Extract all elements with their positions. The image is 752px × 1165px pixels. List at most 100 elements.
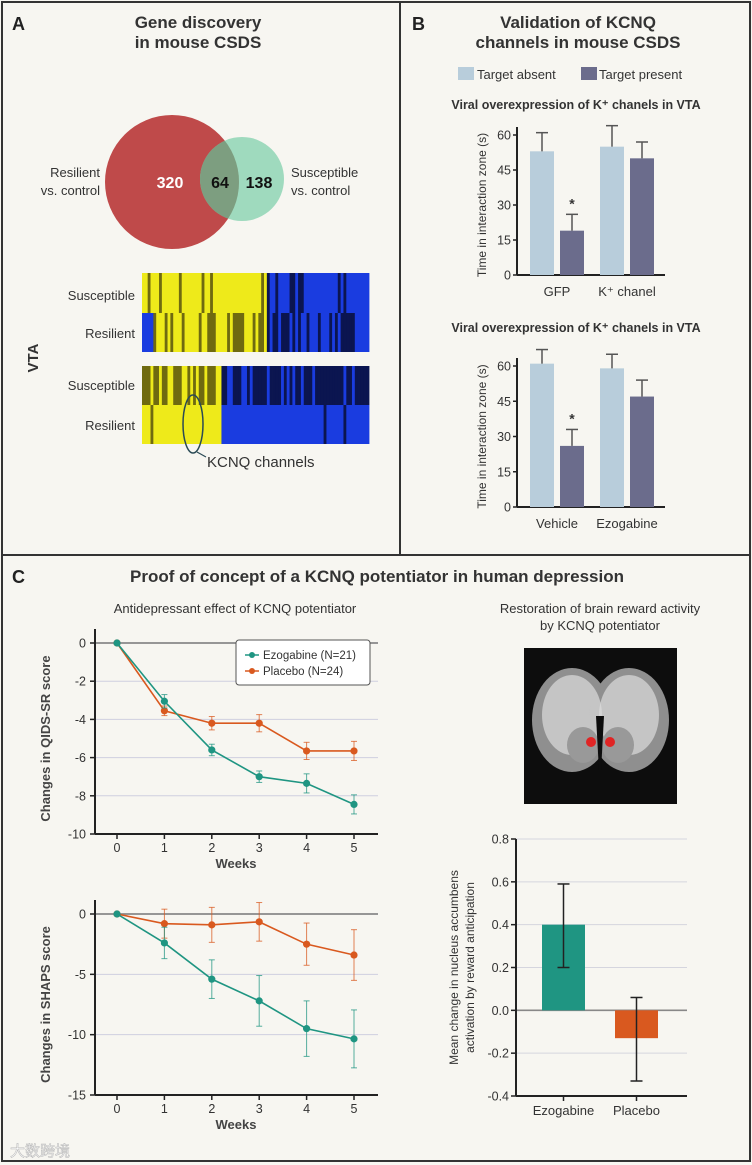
heatmap-cell	[329, 313, 333, 352]
heatmap-cell	[198, 273, 202, 313]
data-point-ezogabine	[160, 697, 168, 705]
heatmap-cell	[173, 366, 177, 405]
panel-b-title-1: Validation of KCNQ	[500, 13, 656, 32]
heatmap-cell	[249, 313, 254, 352]
heatmap-cell	[190, 273, 194, 313]
heatmap-cell	[241, 405, 245, 444]
venn-left-label-2: vs. control	[41, 183, 100, 198]
heatmap-cell	[161, 273, 166, 313]
heatmap-cell	[144, 273, 149, 313]
heatmap-cell	[244, 366, 248, 405]
heatmap-cell	[266, 405, 271, 444]
y-axis-label: Time in interaction zone (s)	[475, 364, 489, 508]
heatmap-cell	[221, 366, 225, 405]
y-tick-label: -0.4	[487, 1090, 509, 1104]
heatmap-cell	[204, 313, 208, 352]
heatmap-cell	[351, 313, 356, 352]
heatmap-cell	[244, 313, 248, 352]
heatmap-cell	[195, 313, 200, 352]
heatmap-cell	[261, 405, 265, 444]
heatmap-cell	[218, 313, 222, 352]
y-axis-label: Changes in SHAPS score	[38, 926, 53, 1083]
venn-left-label-1: Resilient	[50, 165, 100, 180]
heatmap-cell	[366, 313, 370, 352]
heatmap-cell	[292, 313, 296, 352]
heatmap-cell	[315, 366, 319, 405]
heatmap-cell	[142, 366, 146, 405]
heatmap-cell	[176, 273, 180, 313]
bar-absent	[600, 146, 624, 275]
y-tick-label: 45	[497, 164, 511, 178]
heatmap-cell	[320, 405, 324, 444]
y-tick-label: 0	[504, 501, 511, 515]
heatmap-cell	[187, 273, 191, 313]
heatmap-cell	[332, 313, 336, 352]
y-tick-label: 0	[79, 637, 86, 651]
heatmap-cell	[334, 366, 339, 405]
heatmap-cell	[337, 366, 342, 405]
heatmap-cell	[187, 405, 191, 444]
heatmap-cell	[252, 273, 256, 313]
data-point-placebo	[255, 918, 263, 926]
heatmap-cell	[278, 313, 282, 352]
heatmap-cell	[357, 313, 361, 352]
heatmap-cell	[317, 273, 322, 313]
venn-right-label-1: Susceptible	[291, 165, 358, 180]
heatmap-cell	[224, 273, 228, 313]
heatmap-cell	[195, 273, 200, 313]
heatmap-cell	[354, 405, 359, 444]
data-point-ezogabine	[303, 1025, 311, 1033]
x-tick-label: 0	[114, 841, 121, 855]
heatmap-cell	[229, 273, 234, 313]
heatmap-cell	[300, 313, 305, 352]
heatmap-cell	[340, 313, 344, 352]
heatmap-cell	[306, 366, 310, 405]
heatmap-cell	[332, 405, 336, 444]
data-point-placebo	[350, 951, 358, 959]
heatmap-cell	[269, 366, 273, 405]
data-point-ezogabine	[303, 779, 311, 787]
heatmap-cell	[244, 273, 248, 313]
heatmap-cell	[178, 405, 183, 444]
heatmap-cell	[261, 366, 265, 405]
heatmap-cell	[292, 273, 296, 313]
heatmap-cell	[340, 273, 344, 313]
heatmap-cell	[334, 405, 339, 444]
bar-absent	[530, 363, 554, 507]
heatmap-row-label: Susceptible	[68, 378, 135, 393]
heatmap-cell	[303, 405, 307, 444]
heatmap-cell	[303, 366, 307, 405]
heatmap-cell	[337, 273, 342, 313]
heatmap-cell	[255, 273, 259, 313]
heatmap-cell	[176, 366, 180, 405]
heatmap-cell	[323, 273, 327, 313]
series-line-ezogabine	[116, 913, 355, 1040]
heatmap-cell	[147, 366, 151, 405]
heatmap-cell	[363, 273, 367, 313]
heatmap-cell	[360, 405, 364, 444]
heatmap-cell	[332, 366, 336, 405]
x-tick-label: 1	[161, 841, 168, 855]
heatmap-cell	[329, 366, 333, 405]
heatmap-cell	[329, 273, 333, 313]
heatmap-cell	[366, 366, 370, 405]
heatmap-cell	[295, 405, 299, 444]
heatmap-cell	[312, 313, 316, 352]
heatmap-cell	[255, 366, 259, 405]
data-point-placebo	[255, 719, 263, 727]
heatmap-cell	[144, 405, 149, 444]
heatmap-cell	[150, 405, 154, 444]
heatmap-cell	[224, 405, 228, 444]
venn-right-label-2: vs. control	[291, 183, 350, 198]
panel-c-right-subtitle-1: Restoration of brain reward activity	[500, 601, 701, 616]
heatmap-cell	[198, 405, 202, 444]
heatmap-cell	[289, 366, 293, 405]
heatmap	[142, 273, 370, 444]
heatmap-cell	[159, 366, 163, 405]
x-category-label: Placebo	[613, 1103, 660, 1118]
x-tick-label: 4	[303, 1102, 310, 1116]
significance-star: *	[569, 195, 575, 211]
heatmap-cell	[246, 405, 251, 444]
